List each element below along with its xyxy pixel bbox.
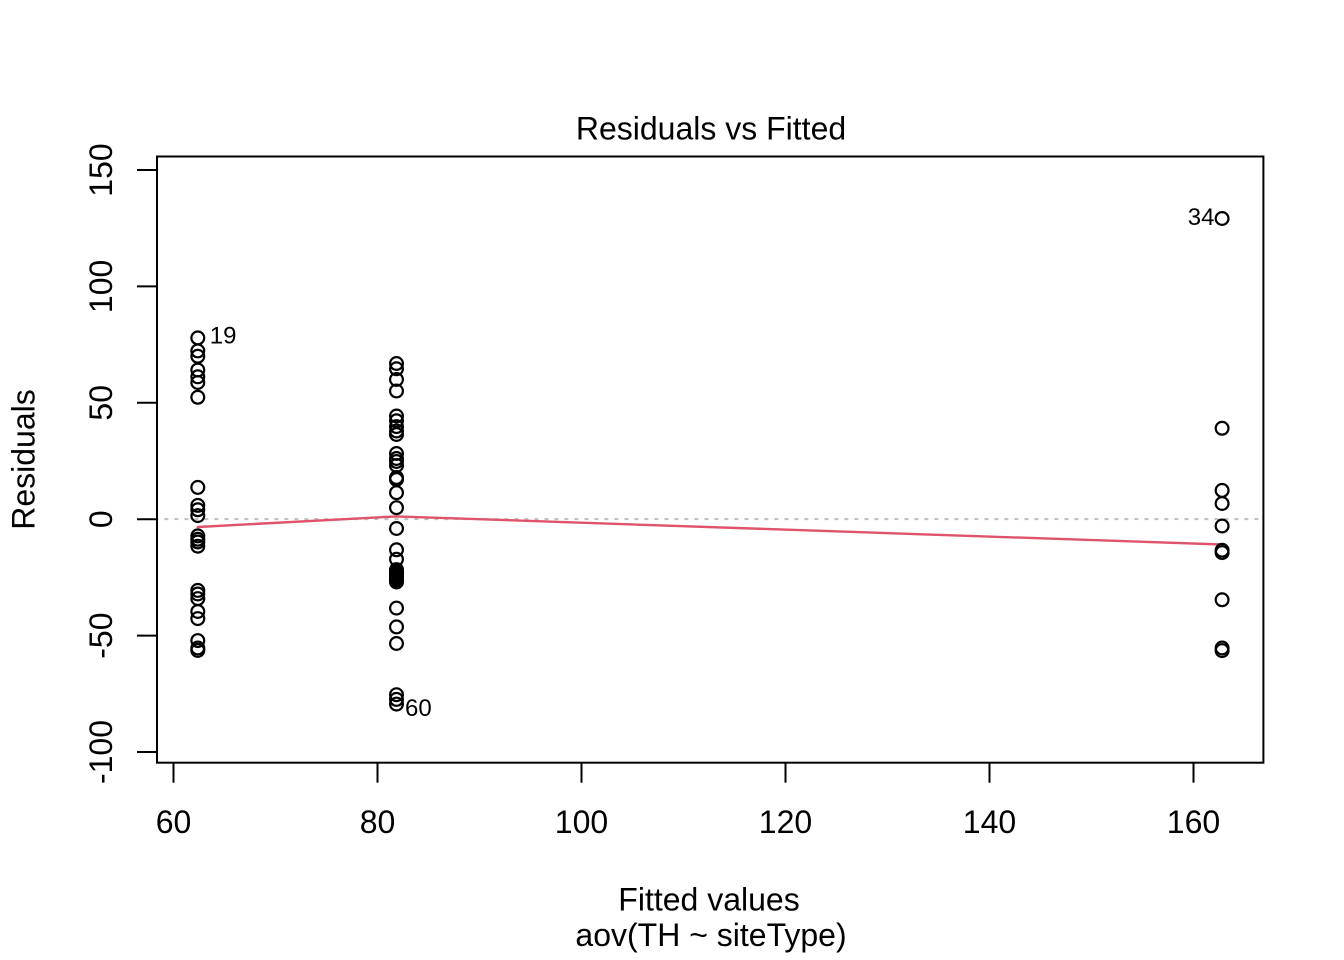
svg-text:Fitted values: Fitted values: [618, 882, 799, 918]
svg-text:Residuals: Residuals: [6, 389, 42, 530]
svg-text:19: 19: [210, 323, 237, 350]
svg-text:120: 120: [759, 804, 812, 840]
svg-text:60: 60: [405, 695, 432, 722]
svg-text:100: 100: [555, 804, 608, 840]
svg-text:-100: -100: [83, 720, 119, 784]
svg-text:80: 80: [360, 804, 396, 840]
svg-text:0: 0: [83, 510, 119, 528]
svg-text:34: 34: [1188, 204, 1215, 231]
svg-text:140: 140: [963, 804, 1016, 840]
svg-text:aov(TH ~ siteType): aov(TH ~ siteType): [575, 917, 846, 953]
svg-text:160: 160: [1167, 804, 1220, 840]
svg-text:60: 60: [156, 804, 192, 840]
svg-text:Residuals vs Fitted: Residuals vs Fitted: [576, 111, 846, 147]
svg-text:100: 100: [83, 260, 119, 313]
svg-text:-50: -50: [83, 612, 119, 658]
svg-text:50: 50: [83, 385, 119, 421]
svg-text:150: 150: [83, 143, 119, 196]
